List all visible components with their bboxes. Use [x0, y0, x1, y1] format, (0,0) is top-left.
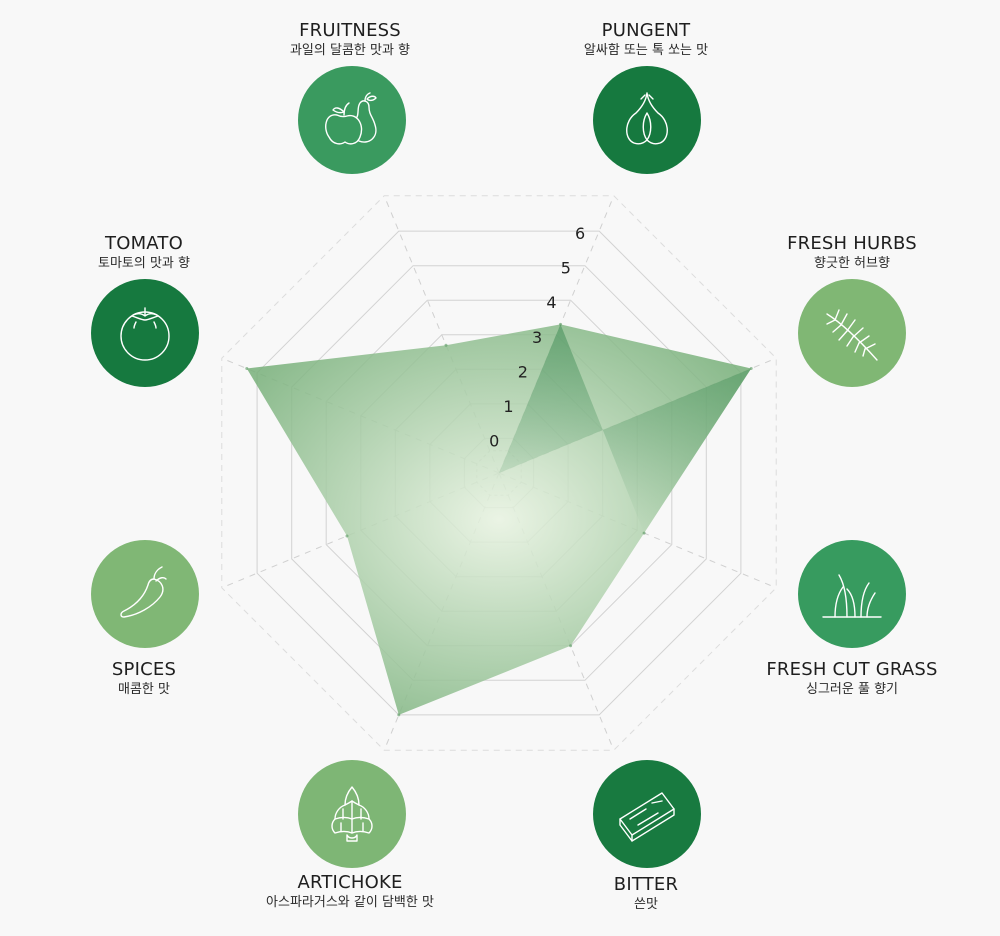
label-bitter: BITTER 쓴맛: [536, 874, 756, 914]
axis-name: TOMATO: [105, 233, 183, 254]
axis-description: 토마토의 맛과 향: [98, 256, 190, 271]
data-point-pungent: [749, 367, 753, 370]
tick-label: 0: [489, 431, 499, 450]
axis-name: SPICES: [111, 659, 177, 680]
data-point-tomato: [444, 343, 448, 347]
axis-name: ARTICHOKE: [297, 872, 403, 893]
label-fresh-hurbs: FRESH HURBS 향긋한 허브향: [742, 233, 962, 273]
data-point-spices: [245, 367, 249, 370]
label-spices: SPICES 매콤한 맛: [34, 659, 254, 699]
data-point-bitter: [397, 713, 401, 717]
axis-description: 아스파라거스와 같이 담백한 맛: [266, 895, 434, 910]
fresh-cut-grass-badge: [798, 540, 906, 648]
data-point-fruitness: [559, 322, 562, 326]
label-fruitness: FRUITNESS 과일의 달콤한 맛과 향: [240, 20, 460, 60]
label-tomato: TOMATO 토마토의 맛과 향: [34, 233, 254, 273]
axis-name: BITTER: [613, 874, 679, 895]
data-point-fresh-cut-grass: [569, 644, 573, 648]
axis-description: 과일의 달콤한 맛과 향: [289, 43, 411, 58]
label-pungent: PUNGENT 알싸함 또는 톡 쏘는 맛: [536, 20, 756, 60]
wood-icon: [619, 792, 675, 842]
tick-label: 1: [503, 397, 513, 416]
grass-icon: [822, 574, 882, 618]
data-point-artichoke: [345, 534, 349, 538]
tick-label: 2: [518, 362, 528, 381]
axis-description: 알싸함 또는 톡 쏘는 맛: [583, 43, 709, 58]
axis-description: 쓴맛: [634, 897, 658, 912]
fruitness-badge: [298, 66, 406, 174]
spices-badge: [91, 540, 199, 648]
axis-description: 향긋한 허브향: [814, 256, 890, 271]
axis-description: 싱그러운 풀 향기: [806, 682, 898, 697]
tomato-badge: [91, 279, 199, 387]
axis-description: 매콤한 맛: [118, 682, 170, 697]
tick-label: 3: [532, 328, 542, 347]
fruit-icon: [325, 92, 377, 145]
tick-label: 5: [561, 259, 571, 278]
artichoke-icon: [331, 786, 373, 842]
axis-name: FRUITNESS: [299, 20, 401, 41]
garlic-icon: [626, 92, 668, 145]
axis-name: PUNGENT: [601, 20, 691, 41]
tick-label: 6: [575, 224, 585, 243]
herb-icon: [826, 309, 878, 361]
data-point-fresh-hurbs: [642, 531, 646, 535]
axis-name: FRESH HURBS: [787, 233, 917, 254]
tomato-icon: [120, 307, 170, 361]
pepper-icon: [120, 566, 167, 618]
pungent-badge: [593, 66, 701, 174]
artichoke-badge: [298, 760, 406, 868]
tick-label: 4: [546, 293, 556, 312]
data-area-shade: [499, 324, 752, 534]
data-area: [246, 324, 752, 715]
label-fresh-cut-grass: FRESH CUT GRASS 싱그러운 풀 향기: [742, 659, 962, 699]
label-artichoke: ARTICHOKE 아스파라거스와 같이 담백한 맛: [240, 872, 460, 912]
bitter-badge: [593, 760, 701, 868]
fresh-hurbs-badge: [798, 279, 906, 387]
axis-name: FRESH CUT GRASS: [766, 659, 938, 680]
